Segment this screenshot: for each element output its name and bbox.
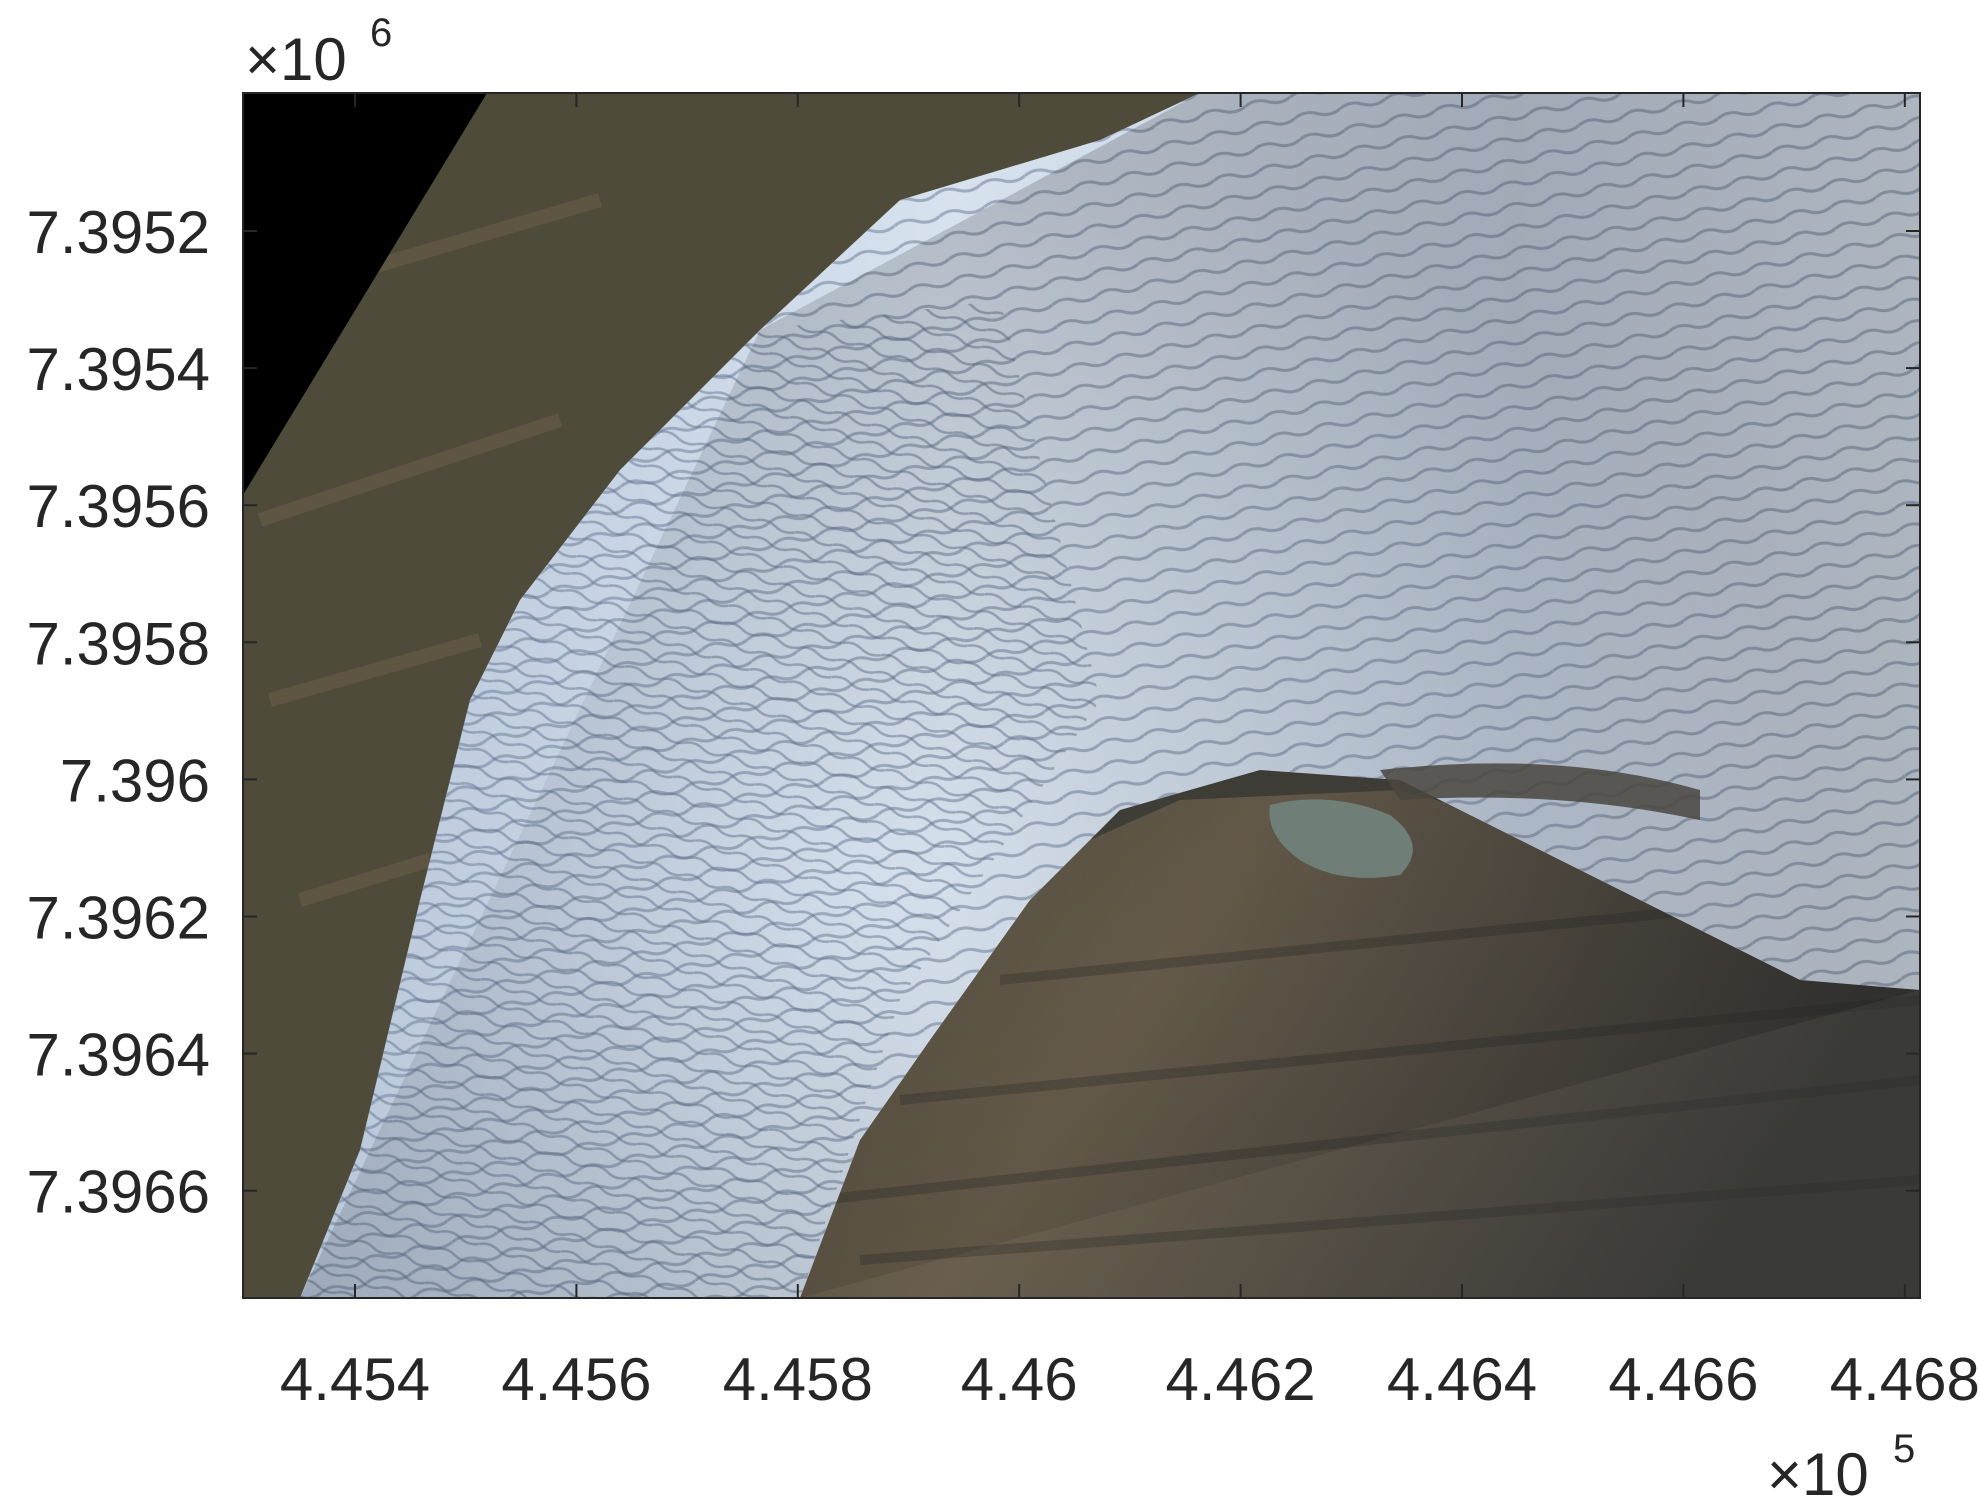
y-tick-label: 7.3964 (26, 1022, 210, 1089)
y-tick-label: 7.3952 (26, 199, 210, 266)
x-exponent-times: ×10 (1767, 1441, 1869, 1500)
y-tick-label: 7.3956 (26, 473, 210, 540)
x-exponent-label: ×10 5 (1767, 1427, 1915, 1500)
y-tick-label: 7.396 (60, 747, 210, 814)
aerial-photo (243, 93, 1920, 1298)
x-tick-label: 4.454 (280, 1346, 430, 1413)
x-tick-label: 4.468 (1830, 1346, 1980, 1413)
x-tick-label: 4.462 (1166, 1346, 1316, 1413)
x-tick-label: 4.464 (1387, 1346, 1537, 1413)
nodata-region (243, 93, 487, 495)
x-tick-label: 4.466 (1608, 1346, 1758, 1413)
x-tick-labels: 4.454 4.456 4.458 4.46 4.462 4.464 4.466 4.468 (280, 1346, 1980, 1413)
x-tick-label: 4.456 (501, 1346, 651, 1413)
y-exponent-label: ×10 6 (245, 11, 392, 93)
meltwater-lake (1269, 799, 1413, 878)
axes-box (242, 92, 1921, 1299)
y-exponent-times: ×10 (245, 26, 347, 93)
y-tick-label: 7.3962 (26, 885, 210, 952)
y-tick-label: 7.3954 (26, 336, 210, 403)
y-tick-label: 7.3958 (26, 610, 210, 677)
y-tick-labels: 7.3952 7.3954 7.3956 7.3958 7.396 7.3962 7.396… (26, 199, 210, 1226)
x-tick-label: 4.46 (961, 1346, 1078, 1413)
y-tick-label: 7.3966 (26, 1159, 210, 1226)
x-exponent-power: 5 (1893, 1427, 1915, 1471)
tick-marks (243, 93, 1920, 1298)
y-exponent-power: 6 (370, 11, 392, 55)
x-tick-label: 4.458 (723, 1346, 873, 1413)
